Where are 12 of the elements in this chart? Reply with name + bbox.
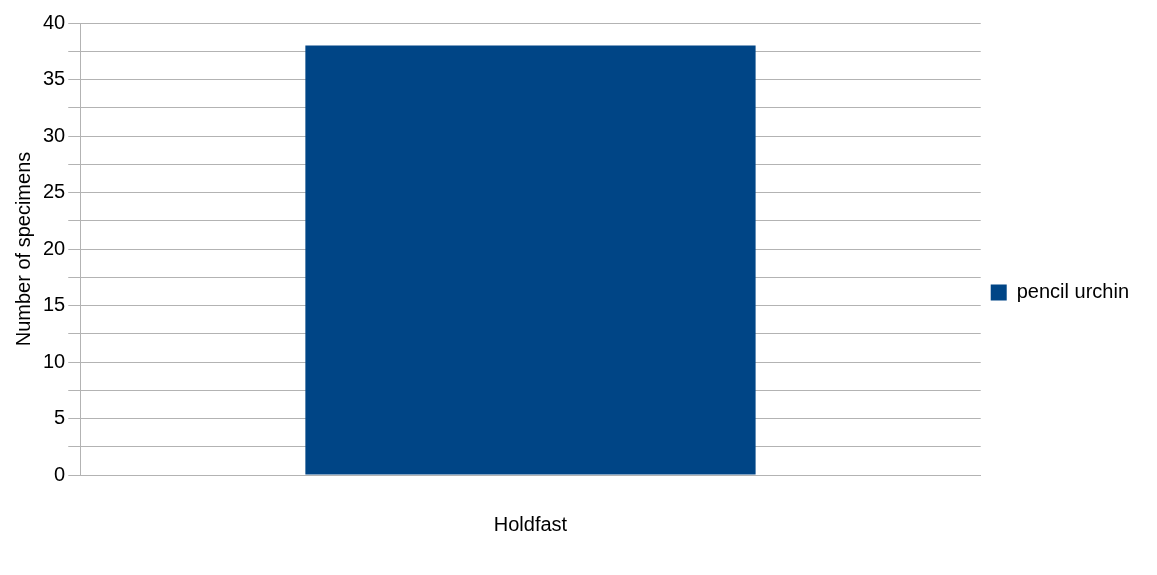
y-tick-label: 25 — [43, 180, 66, 203]
y-tick-label: 10 — [43, 349, 66, 372]
y-tick-label: 0 — [54, 462, 66, 485]
y-tick-label: 30 — [43, 123, 66, 146]
y-tick-label: 35 — [43, 67, 66, 90]
y-tick-label: 40 — [43, 10, 66, 33]
y-axis-title: Number of specimens — [11, 151, 34, 347]
y-tick-label: 5 — [54, 406, 66, 429]
y-tick-label: 20 — [43, 236, 66, 259]
y-tick-label: 15 — [43, 293, 66, 316]
legend-label: pencil urchin — [1016, 280, 1130, 303]
x-tick-label: Holdfast — [493, 512, 568, 535]
